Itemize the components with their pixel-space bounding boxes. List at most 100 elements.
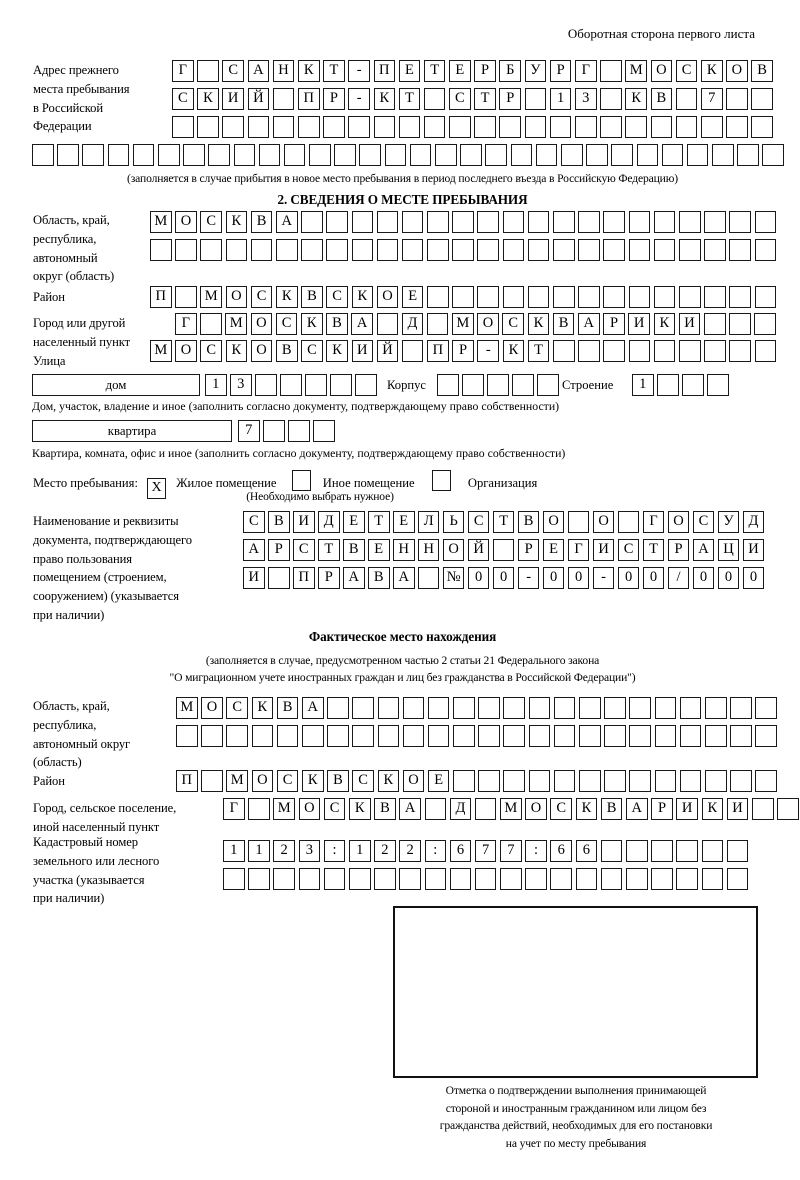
- section3-cadastral-row-2-cell-15[interactable]: [575, 868, 598, 890]
- section2-region-row-1-cell-24[interactable]: [729, 211, 751, 233]
- section2-region-row-1-cell-10[interactable]: [376, 211, 399, 233]
- section2-district-row-1-cell-3[interactable]: М: [200, 286, 222, 308]
- section3-cadastral-row-2-cell-13[interactable]: [525, 868, 547, 890]
- section3-district-row-1-cell-9[interactable]: К: [377, 770, 400, 792]
- previous-address-row-3-cell-14[interactable]: [499, 116, 522, 138]
- section2-region-row-1-cell-20[interactable]: [628, 211, 651, 233]
- section2-city-row-1-cell-12[interactable]: М: [452, 313, 474, 335]
- section3-region-row-2-cell-6[interactable]: [301, 725, 324, 747]
- section2-region-row-1-cell-9[interactable]: [351, 211, 374, 233]
- flat-number-cells[interactable]: 7: [238, 420, 338, 442]
- section3-region-row-2-cell-24[interactable]: [755, 725, 777, 747]
- house-number-cell-2[interactable]: 3: [229, 374, 252, 396]
- section3-cadastral-row-1-cell-5[interactable]: :: [323, 840, 346, 862]
- previous-address-row-3-cell-12[interactable]: [449, 116, 471, 138]
- previous-address-row-3-cell-1[interactable]: [172, 116, 194, 138]
- section2-street-row-1-cell-15[interactable]: К: [502, 340, 525, 362]
- previous-address-row-1-cell-18[interactable]: [600, 60, 622, 82]
- section2-street-row-1-cell-24[interactable]: [729, 340, 751, 362]
- section2-city-row-1-cell-5[interactable]: С: [275, 313, 298, 335]
- previous-address-row-4[interactable]: [32, 144, 788, 166]
- ownership-document-row-2-cell-1[interactable]: А: [243, 539, 265, 561]
- previous-address-row-1-cell-13[interactable]: Р: [474, 60, 496, 82]
- previous-address-row-3-cell-7[interactable]: [323, 116, 345, 138]
- section2-district-row-1-cell-22[interactable]: [678, 286, 701, 308]
- section3-region-row-2-cell-2[interactable]: [201, 725, 223, 747]
- previous-address-row-2-cell-3[interactable]: И: [222, 88, 244, 110]
- section3-cadastral-row-1-cell-2[interactable]: 1: [248, 840, 270, 862]
- stay-place-option-residential-checkbox[interactable]: Х: [147, 478, 167, 499]
- section2-street-row-1-cell-12[interactable]: П: [427, 340, 449, 362]
- previous-address-row-4-cell-7[interactable]: [183, 144, 205, 166]
- section3-cadastral-row-1-cell-20[interactable]: [701, 840, 724, 862]
- section3-cadastral-row-1-cell-6[interactable]: 1: [348, 840, 371, 862]
- section3-cadastral-row-1-cell-14[interactable]: 6: [550, 840, 573, 862]
- section2-street-row-1-cell-5[interactable]: О: [250, 340, 273, 362]
- section3-cadastral-row-2-cell-7[interactable]: [374, 868, 396, 890]
- section3-district-row-1-cell-11[interactable]: Е: [427, 770, 450, 792]
- section3-district-row-1-cell-5[interactable]: С: [276, 770, 299, 792]
- section3-cadastral-row-1-cell-17[interactable]: [626, 840, 648, 862]
- previous-address-row-3-cell-11[interactable]: [423, 116, 446, 138]
- section2-region-row-1-cell-8[interactable]: [326, 211, 348, 233]
- ownership-document-row-3-cell-18[interactable]: /: [667, 567, 690, 589]
- ownership-document-row-1-cell-21[interactable]: Д: [742, 511, 765, 533]
- section3-city-row-1-cell-19[interactable]: И: [676, 798, 698, 820]
- korpus-cell-1[interactable]: [437, 374, 459, 396]
- section2-street-row-1-cell-22[interactable]: [678, 340, 701, 362]
- stroenie-cell-3[interactable]: [681, 374, 704, 396]
- previous-address-row-2-cell-15[interactable]: [524, 88, 547, 110]
- section3-district-row-1-cell-6[interactable]: К: [301, 770, 324, 792]
- ownership-document-row-1-cell-10[interactable]: С: [467, 511, 490, 533]
- ownership-document-row-3-cell-13[interactable]: 0: [542, 567, 565, 589]
- section2-street-row-1-cell-25[interactable]: [754, 340, 777, 362]
- section3-region-row-2-cell-12[interactable]: [453, 725, 475, 747]
- section2-city-row-1-cell-13[interactable]: О: [477, 313, 499, 335]
- section2-region-row-2-cell-23[interactable]: [704, 239, 726, 261]
- previous-address-row-2-cell-4[interactable]: Й: [247, 88, 270, 110]
- section3-city-row-1-cell-8[interactable]: А: [399, 798, 421, 820]
- section2-region-row-2-cell-20[interactable]: [628, 239, 651, 261]
- previous-address-row-1-cell-10[interactable]: Е: [398, 60, 421, 82]
- previous-address-row-2-cell-22[interactable]: 7: [700, 88, 723, 110]
- section3-city-row-1-cell-6[interactable]: К: [348, 798, 371, 820]
- section3-region-row-2-cell-18[interactable]: [604, 725, 626, 747]
- ownership-document-row-1-cell-9[interactable]: Ь: [442, 511, 465, 533]
- section3-region-row-1-cell-19[interactable]: [629, 697, 651, 719]
- section2-city-row-1-cell-19[interactable]: И: [628, 313, 650, 335]
- section2-city-row-1-cell-10[interactable]: Д: [401, 313, 424, 335]
- section3-region-row-2-cell-19[interactable]: [629, 725, 651, 747]
- section3-region-row-1-cell-23[interactable]: [730, 697, 752, 719]
- ownership-document-row-1-cell-1[interactable]: С: [243, 511, 265, 533]
- section3-district-row-1-cell-17[interactable]: [579, 770, 601, 792]
- previous-address-row-4-cell-9[interactable]: [233, 144, 256, 166]
- previous-address-row-3-cell-17[interactable]: [575, 116, 597, 138]
- section3-region-row-2-cell-22[interactable]: [704, 725, 727, 747]
- section2-city-row-1-cell-17[interactable]: А: [578, 313, 600, 335]
- section3-cadastral-row-1-cell-16[interactable]: [600, 840, 623, 862]
- ownership-document-row-3-cell-5[interactable]: А: [342, 567, 365, 589]
- section2-region-row-1-cell-25[interactable]: [754, 211, 777, 233]
- section3-cadastral-row-2-cell-10[interactable]: [449, 868, 472, 890]
- section3-city-row-1-cell-15[interactable]: К: [575, 798, 598, 820]
- section3-region-row-2-cell-10[interactable]: [402, 725, 425, 747]
- ownership-document-row-2-cell-6[interactable]: Е: [367, 539, 390, 561]
- ownership-document-row-3-cell-21[interactable]: 0: [742, 567, 765, 589]
- section2-region-row-1-cell-16[interactable]: [527, 211, 550, 233]
- section3-district-row-1-cell-2[interactable]: [201, 770, 223, 792]
- ownership-document-row-3-cell-4[interactable]: Р: [317, 567, 340, 589]
- section2-district-row-1-cell-10[interactable]: О: [376, 286, 399, 308]
- ownership-document-row-3-cell-1[interactable]: И: [243, 567, 265, 589]
- section2-city-row-1-cell-16[interactable]: В: [552, 313, 575, 335]
- previous-address-row-3-cell-10[interactable]: [398, 116, 421, 138]
- section3-region-row-1-cell-15[interactable]: [528, 697, 551, 719]
- section3-region-row-1-cell-7[interactable]: [327, 697, 349, 719]
- stroenie-cells[interactable]: 1: [632, 374, 732, 396]
- section3-region-row-1-cell-14[interactable]: [503, 697, 526, 719]
- section2-region-row-2-cell-25[interactable]: [754, 239, 777, 261]
- section2-region-row-2-cell-11[interactable]: [401, 239, 424, 261]
- section3-cadastral-row-1-cell-8[interactable]: 2: [399, 840, 421, 862]
